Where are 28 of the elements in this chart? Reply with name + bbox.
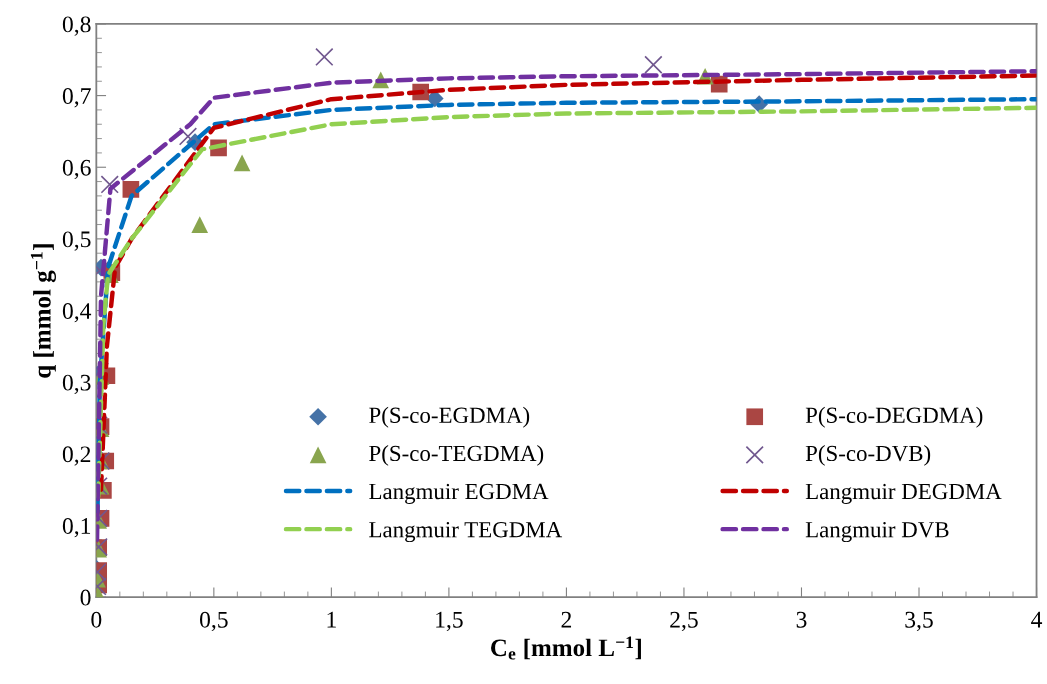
legend-label: P(S-co-EGDMA) — [369, 406, 530, 428]
x-tick-label: 3,5 — [905, 611, 933, 632]
x-tick-label: 2,5 — [670, 611, 698, 632]
legend-label: P(S-co-DEGDMA) — [805, 406, 983, 428]
x-tick-label: 3 — [796, 611, 807, 628]
y-tick-label: 0,1 — [62, 517, 91, 538]
x-tick-label: 0 — [91, 611, 102, 628]
y-tick-label: 0,2 — [62, 446, 91, 466]
y-tick-label: 0,7 — [62, 88, 91, 108]
y-tick-label: 0 — [80, 589, 91, 606]
x-tick-label: 1,5 — [436, 611, 463, 632]
y-tick-label: 0,8 — [62, 16, 91, 36]
legend-label: Langmuir EGDMA — [369, 483, 549, 504]
legend-label: Langmuir TEGDMA — [369, 522, 563, 543]
x-axis-title: C$_{e}$ [mmol L$^{−1}$] — [491, 636, 641, 660]
legend-label: P(S-co-DVB) — [805, 444, 931, 466]
y-tick-label: 0,5 — [62, 231, 91, 251]
legend-label: P(S-co-TEGDMA) — [369, 444, 544, 466]
x-tick-label: 1 — [327, 611, 336, 628]
legend-label: Langmuir DEGDMA — [805, 483, 1002, 504]
x-tick-label: 0,5 — [199, 611, 228, 632]
y-axis-title: q [mmol g$^{−1}$] — [30, 244, 56, 378]
x-tick-label: 4 — [1031, 611, 1043, 628]
y-tick-label: 0,6 — [62, 159, 91, 180]
x-tick-label: 2 — [561, 611, 572, 628]
y-tick-label: 0,4 — [62, 303, 92, 323]
y-tick-label: 0,3 — [62, 374, 91, 395]
legend-label: Langmuir DVB — [805, 522, 949, 543]
